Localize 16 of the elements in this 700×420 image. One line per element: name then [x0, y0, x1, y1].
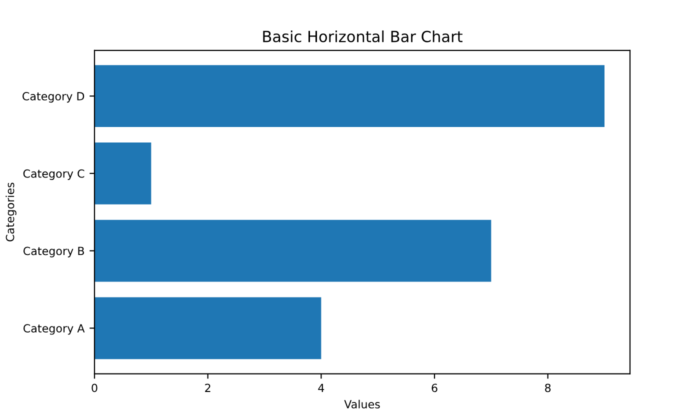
chart-title: Basic Horizontal Bar Chart [263, 30, 462, 42]
x-tick-label: 0 [92, 384, 98, 392]
x-tick-label: 8 [545, 384, 551, 392]
x-tick-label: 2 [205, 384, 210, 392]
bar [94, 142, 152, 204]
x-tick-label: 4 [318, 384, 324, 392]
bar [94, 297, 322, 360]
x-tick-label: 6 [432, 384, 438, 392]
y-tick-label: Category D [22, 92, 84, 103]
y-axis-title: Categories [6, 182, 16, 242]
bar [94, 220, 492, 282]
x-axis-title: Values [344, 400, 380, 408]
y-tick-label: Category C [23, 169, 84, 180]
y-tick-label: Category B [23, 246, 84, 258]
y-tick-label: Category A [24, 324, 85, 335]
bar [94, 65, 604, 127]
